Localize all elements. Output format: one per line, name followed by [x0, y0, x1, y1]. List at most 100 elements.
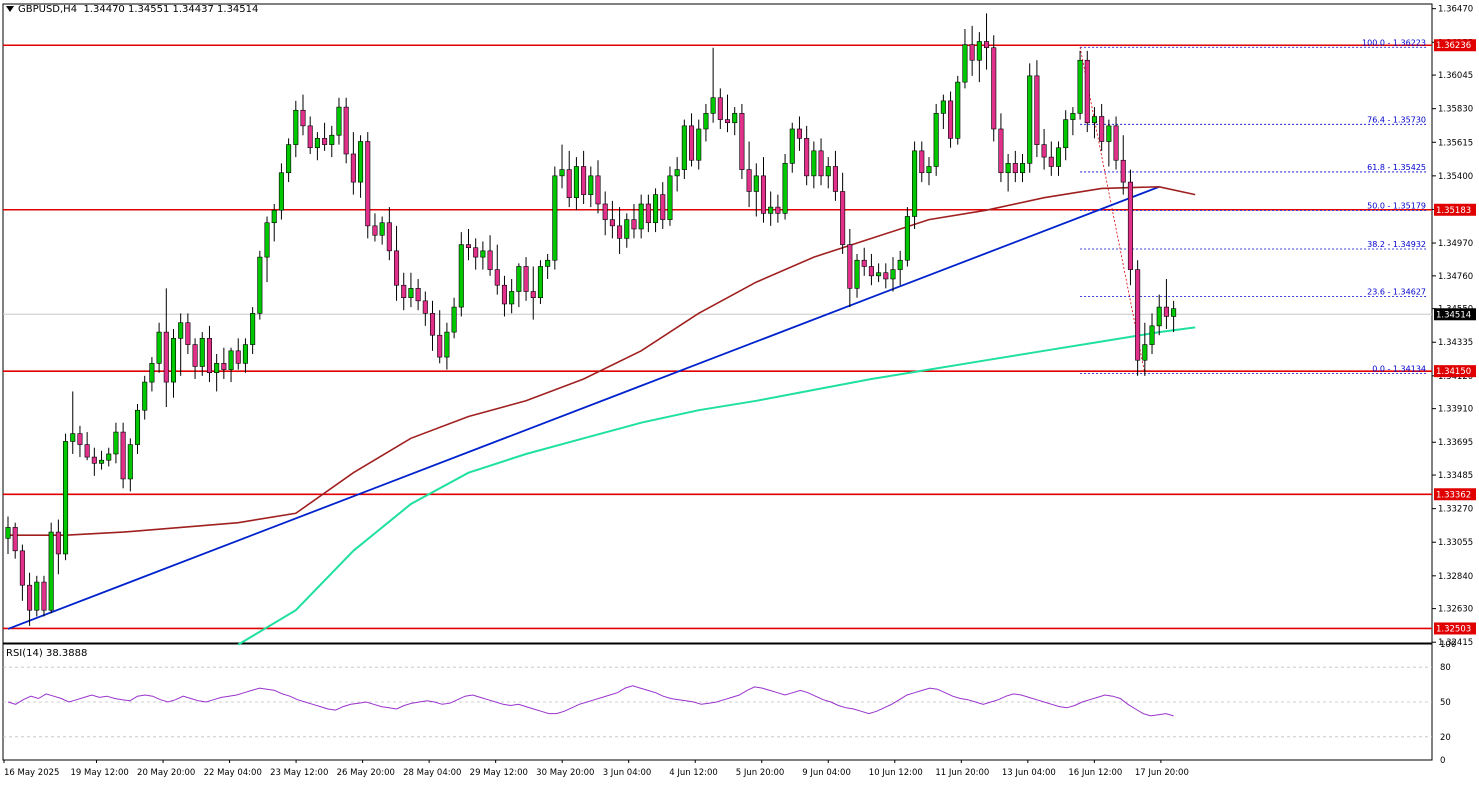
candle: [868, 253, 874, 286]
candle: [214, 353, 220, 392]
y-tick-label: 1.34760: [1438, 272, 1473, 282]
candle-body: [63, 441, 69, 555]
candle: [286, 138, 292, 183]
candle: [27, 572, 33, 626]
candle-body: [753, 175, 759, 192]
candle: [300, 94, 306, 136]
candle-body: [1012, 163, 1018, 174]
candle-body: [473, 247, 479, 258]
candle-body: [120, 431, 126, 480]
candle-body: [106, 453, 112, 461]
candle-body: [1163, 306, 1169, 317]
x-axis-label: 23 May 12:00: [270, 768, 328, 778]
candle: [976, 32, 982, 83]
candle-body: [501, 284, 507, 305]
candle-body: [242, 344, 248, 364]
candle: [127, 438, 133, 492]
candle: [70, 391, 76, 454]
x-axis-label: 16 May 2025: [4, 768, 59, 778]
candle-body: [545, 259, 551, 267]
candle-body: [602, 203, 608, 220]
candle-body: [782, 163, 788, 214]
x-axis-label: 28 May 04:00: [403, 768, 461, 778]
y-tick-label: 1.32840: [1438, 572, 1473, 582]
candle-body: [221, 363, 227, 370]
candle-body: [127, 444, 133, 480]
candle: [876, 263, 882, 283]
candle: [242, 338, 248, 373]
candle: [581, 150, 587, 204]
candle: [609, 200, 615, 239]
candle-body: [624, 219, 630, 239]
candle-body: [163, 331, 169, 383]
y-tick-label: 1.36470: [1438, 5, 1473, 15]
candle: [904, 207, 910, 267]
candle-body: [566, 169, 572, 199]
candle: [307, 116, 313, 154]
candle: [804, 125, 810, 186]
support-level-label: 1.36236: [1436, 41, 1471, 51]
candle: [681, 119, 687, 179]
candle-body: [919, 150, 925, 174]
candle: [343, 97, 349, 164]
x-axis-label: 11 Jun 20:00: [935, 768, 989, 778]
fib-level-label: 23.6 - 1.34627: [1367, 288, 1426, 297]
candle: [638, 194, 644, 239]
support-level-badge: [1434, 488, 1476, 501]
candle: [465, 228, 472, 261]
candle: [336, 97, 342, 145]
candle-body: [667, 175, 673, 220]
candle: [1135, 260, 1141, 376]
rsi-level-label: 100: [1440, 640, 1456, 650]
candle-body: [5, 527, 11, 539]
candle-body: [1142, 344, 1148, 361]
candle: [1163, 278, 1169, 329]
candle: [566, 150, 572, 208]
candle: [271, 203, 277, 242]
x-axis-label: 16 Jun 12:00: [1068, 768, 1122, 778]
candle-body: [689, 125, 695, 161]
candle-body: [724, 119, 731, 124]
x-axis-label: 10 Jun 12:00: [869, 768, 923, 778]
candle: [55, 519, 61, 575]
candle: [149, 357, 155, 392]
candle: [509, 278, 515, 314]
candle-body: [228, 350, 234, 370]
candle: [415, 278, 421, 311]
fib-level-label: 100.0 - 1.36223: [1362, 38, 1426, 47]
fib-level-label: 38.2 - 1.34932: [1367, 240, 1426, 249]
candle-body: [660, 194, 666, 220]
candle-body: [796, 128, 802, 139]
candle: [379, 216, 385, 245]
candle-body: [300, 109, 306, 127]
candle-body: [487, 250, 493, 270]
candle-body: [760, 175, 767, 214]
rsi-level-label: 50: [1440, 698, 1451, 708]
candle-body: [322, 138, 328, 145]
candle-body: [868, 266, 874, 277]
candle-body: [1127, 181, 1133, 270]
rsi-level-label: 0: [1440, 756, 1445, 766]
candle: [106, 447, 112, 467]
y-tick-label: 1.32415: [1438, 638, 1473, 648]
x-axis-label: 9 Jun 04:00: [802, 768, 851, 778]
candle-body: [955, 81, 961, 139]
candle-body: [904, 216, 910, 261]
candle-body: [358, 141, 364, 183]
chart-menu-triangle-icon[interactable]: [6, 6, 14, 12]
candle-body: [768, 206, 774, 214]
candle: [732, 107, 738, 136]
candle-body: [991, 47, 997, 130]
rsi-line: [7, 685, 1174, 717]
fib-level-label: 76.4 - 1.35730: [1367, 115, 1426, 124]
candle: [206, 325, 212, 383]
candle-body: [214, 363, 220, 374]
candle: [314, 132, 320, 161]
candle-body: [638, 203, 644, 230]
candle-body: [379, 222, 385, 236]
x-axis-label: 29 May 12:00: [470, 768, 528, 778]
candle-body: [746, 169, 752, 192]
candle-body: [48, 531, 54, 611]
candle: [832, 150, 838, 201]
candle: [444, 322, 450, 370]
